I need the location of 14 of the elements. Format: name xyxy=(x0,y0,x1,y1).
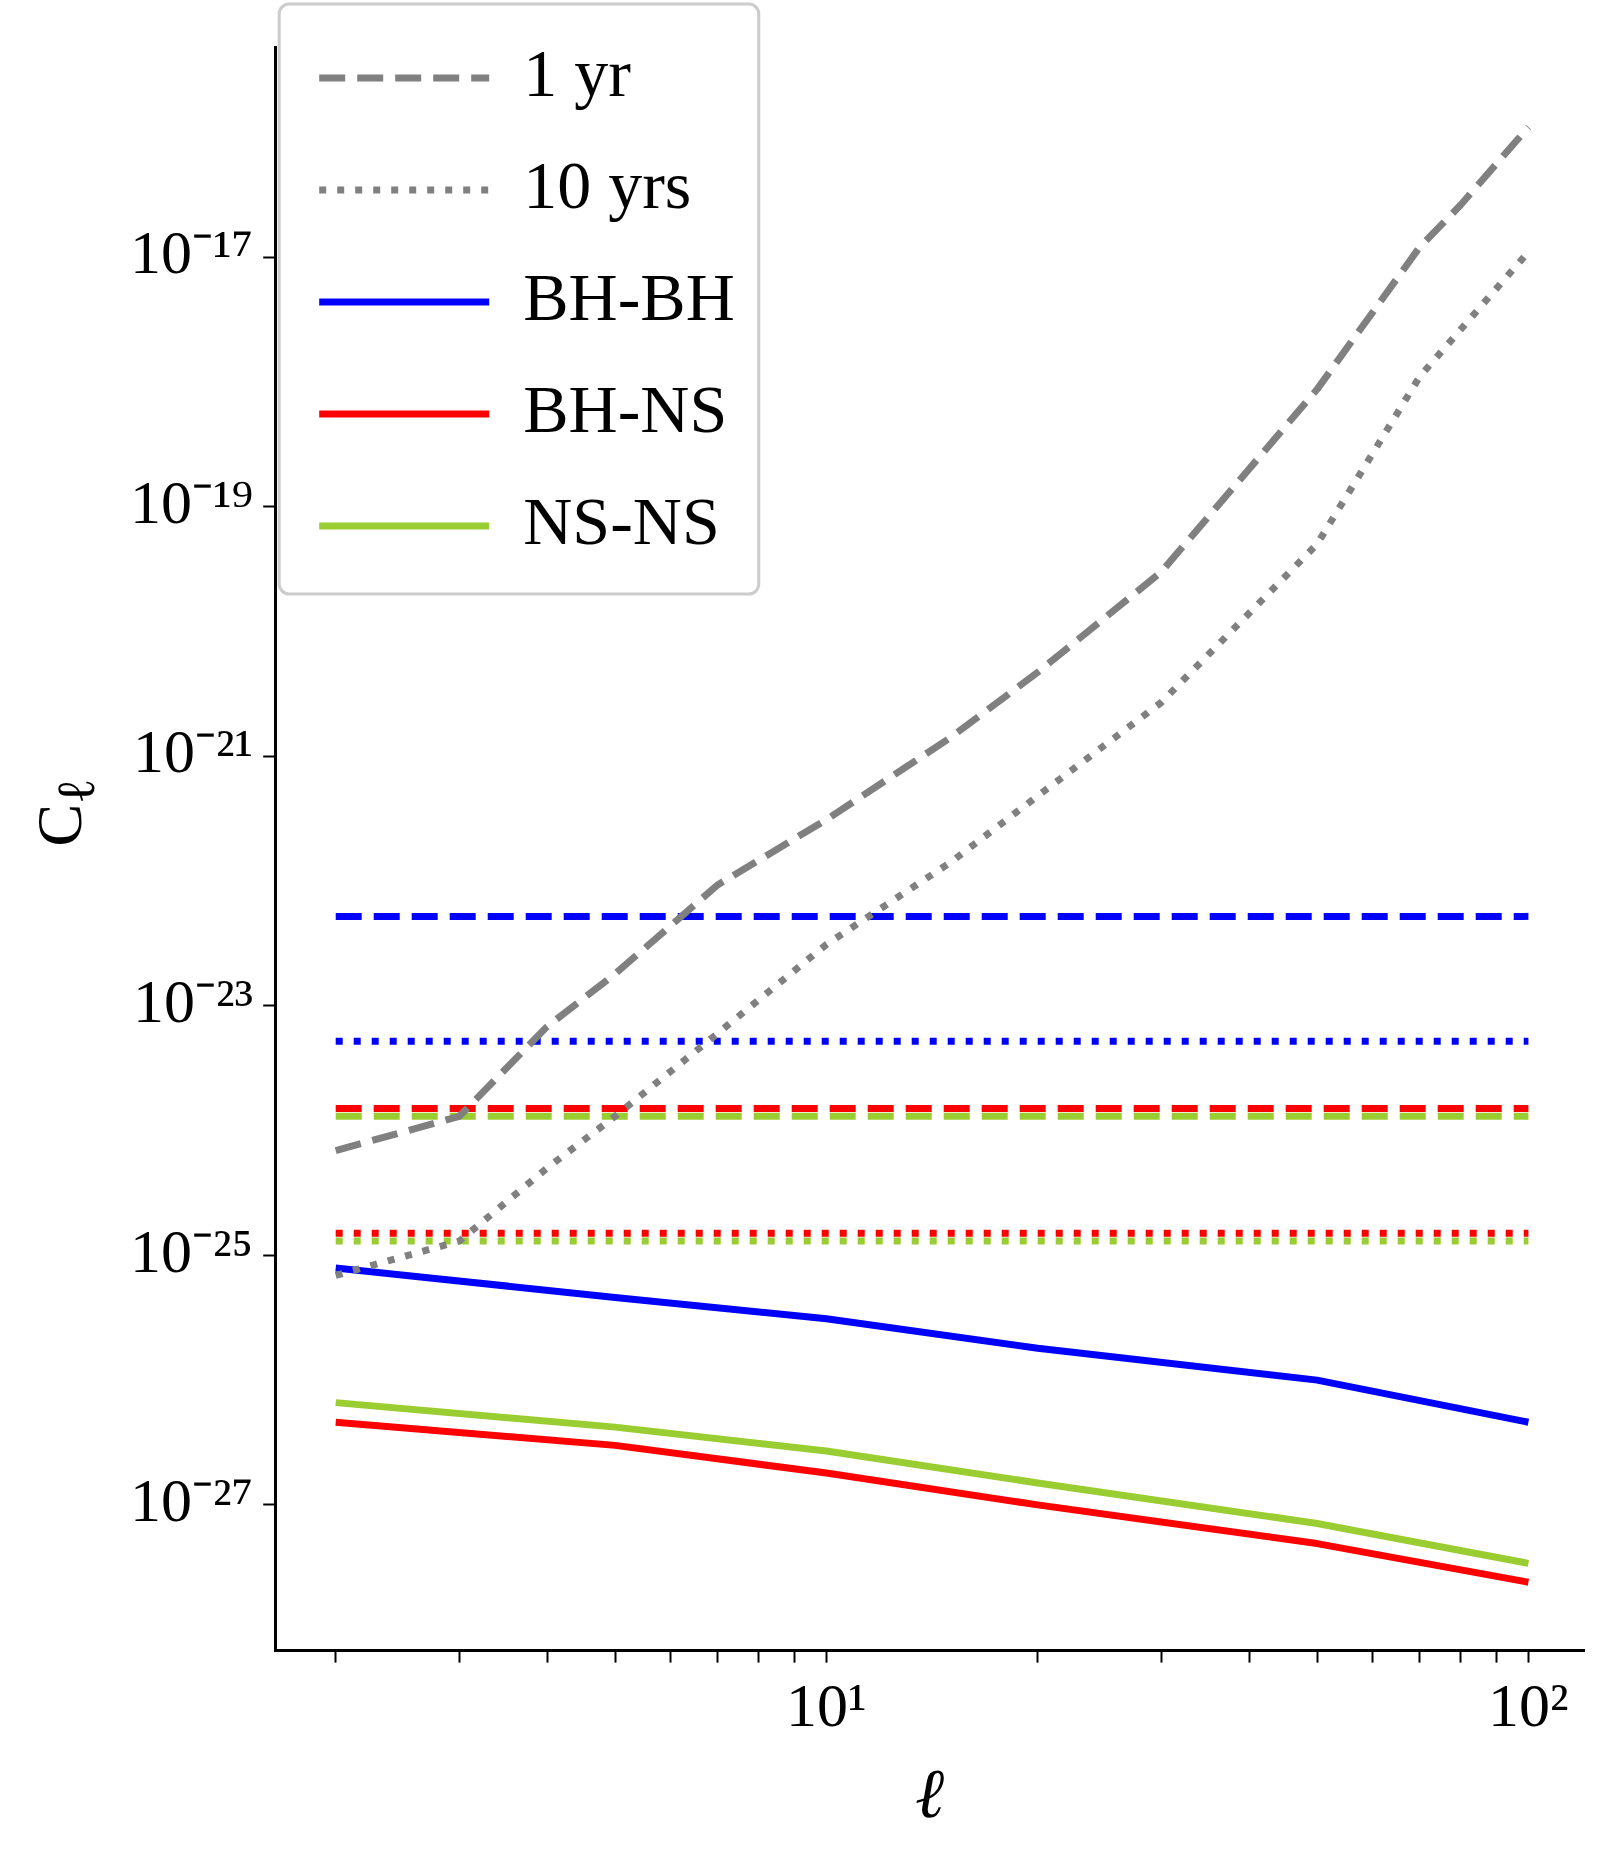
y-tick-label: 10⁻¹⁷ xyxy=(130,218,254,287)
legend-label: 1 yr xyxy=(523,34,632,111)
y-tick-label: 10⁻²⁷ xyxy=(130,1466,254,1535)
x-tick-label: 10¹ xyxy=(786,1671,867,1740)
x-axis-title: ℓ xyxy=(915,1755,945,1833)
legend-label: 10 yrs xyxy=(523,146,692,223)
y-tick-label: 10⁻²⁵ xyxy=(130,1216,254,1285)
legend-label: NS-NS xyxy=(523,482,720,559)
x-tick-label: 10² xyxy=(1488,1671,1569,1740)
y-tick-label: 10⁻¹⁹ xyxy=(130,467,254,536)
y-tick-label: 10⁻²³ xyxy=(133,967,254,1036)
legend-label: BH-BH xyxy=(523,258,735,335)
y-tick-label: 10⁻²¹ xyxy=(133,717,254,786)
legend-label: BH-NS xyxy=(523,370,728,447)
